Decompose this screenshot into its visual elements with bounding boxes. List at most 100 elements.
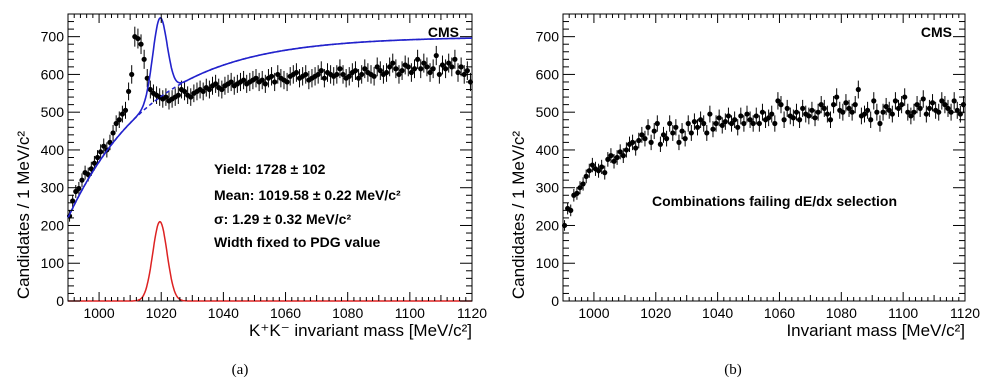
- data-point: [936, 103, 942, 121]
- y-axis-b: 0 100 200 300 400 500 600 700: [536, 13, 965, 309]
- data-point: [750, 115, 756, 132]
- data-point: [636, 132, 642, 149]
- data-point: [673, 119, 679, 136]
- data-marker: [920, 96, 926, 102]
- data-point: [861, 105, 868, 123]
- data-marker: [744, 111, 750, 117]
- data-marker: [769, 111, 775, 117]
- y-tick-label-a: 500: [41, 104, 65, 120]
- data-point: [580, 177, 586, 191]
- data-point: [446, 53, 452, 73]
- data-point: [608, 148, 614, 164]
- cms-label-a: CMS: [428, 24, 459, 40]
- data-marker: [113, 120, 119, 127]
- x-tick-label-b: 1000: [578, 305, 609, 321]
- data-marker: [682, 136, 688, 142]
- data-marker: [806, 113, 812, 119]
- data-marker: [741, 120, 747, 127]
- yield-annotation: Yield: 1728 ± 102: [214, 161, 326, 177]
- data-marker: [701, 120, 707, 127]
- y-tick-label-b: 300: [536, 180, 560, 196]
- mean-annotation: Mean: 1019.58 ± 0.22 MeV/c²: [214, 187, 401, 203]
- data-point: [642, 130, 648, 147]
- data-marker: [710, 126, 716, 132]
- signal-fit-curve: [68, 220, 472, 302]
- data-point: [732, 111, 738, 129]
- data-marker: [586, 168, 592, 174]
- data-marker: [654, 120, 660, 127]
- data-point: [793, 103, 800, 121]
- data-point: [902, 88, 908, 106]
- x-tick-label-b: 1020: [640, 305, 671, 321]
- data-marker: [206, 86, 212, 93]
- data-point: [433, 45, 439, 66]
- data-point: [452, 49, 458, 69]
- data-point: [948, 103, 954, 121]
- data-marker: [390, 60, 396, 66]
- data-point: [617, 144, 623, 160]
- data-point: [694, 119, 701, 136]
- data-marker: [446, 60, 452, 66]
- data-marker: [852, 102, 858, 108]
- data-marker: [877, 120, 883, 127]
- x-axis-a: 1000 1020 1040 1060 1080 1100 1120: [67, 14, 487, 321]
- data-marker: [88, 166, 94, 172]
- data-point: [759, 103, 766, 121]
- data-point: [747, 111, 753, 129]
- data-point: [396, 65, 402, 84]
- dedx-annotation: Combinations failing dE/dx selection: [652, 193, 897, 209]
- data-point: [455, 63, 461, 82]
- data-point: [436, 65, 442, 84]
- data-marker: [660, 132, 667, 138]
- data-point: [219, 80, 225, 99]
- data-marker: [902, 94, 908, 100]
- data-point: [303, 65, 309, 84]
- data-marker: [725, 113, 732, 119]
- data-point: [939, 92, 945, 110]
- data-marker: [874, 109, 880, 115]
- data-point: [911, 103, 917, 121]
- data-marker: [355, 75, 362, 81]
- data-point: [679, 123, 685, 140]
- data-point: [781, 111, 787, 129]
- data-marker: [929, 100, 936, 106]
- data-point: [800, 99, 806, 117]
- data-marker: [942, 102, 948, 108]
- data-marker: [147, 86, 153, 93]
- data-marker: [790, 115, 796, 121]
- data-point: [753, 107, 759, 125]
- y-tick-label-a: 700: [41, 29, 65, 45]
- data-marker: [408, 69, 414, 76]
- data-point: [929, 94, 936, 112]
- data-point: [371, 67, 377, 86]
- data-point: [586, 163, 592, 178]
- data-marker: [268, 73, 275, 79]
- y-tick-label-a: 100: [41, 255, 65, 271]
- data-marker: [623, 147, 629, 153]
- data-point: [206, 80, 212, 99]
- data-point: [321, 69, 327, 88]
- data-marker: [766, 115, 772, 121]
- data-point: [98, 144, 104, 160]
- data-point: [449, 57, 455, 77]
- data-point: [439, 55, 446, 75]
- data-marker: [583, 173, 589, 179]
- data-marker: [200, 88, 206, 95]
- data-point: [682, 130, 688, 147]
- data-point: [676, 134, 682, 151]
- data-marker: [642, 136, 648, 142]
- data-marker: [580, 181, 586, 187]
- data-point: [667, 115, 673, 132]
- y-tick-label-b: 700: [536, 29, 560, 45]
- data-marker: [424, 64, 430, 70]
- data-marker: [864, 107, 871, 113]
- data-point: [701, 115, 707, 132]
- y-tick-label-a: 600: [41, 66, 65, 82]
- data-point: [775, 92, 781, 110]
- data-point: [181, 82, 188, 101]
- y-axis-label-a: Candidates / 1 MeV/c²: [14, 131, 33, 300]
- data-marker: [371, 73, 377, 79]
- y-axis-a: 0 100 200 300 400 500 600 700: [41, 13, 472, 309]
